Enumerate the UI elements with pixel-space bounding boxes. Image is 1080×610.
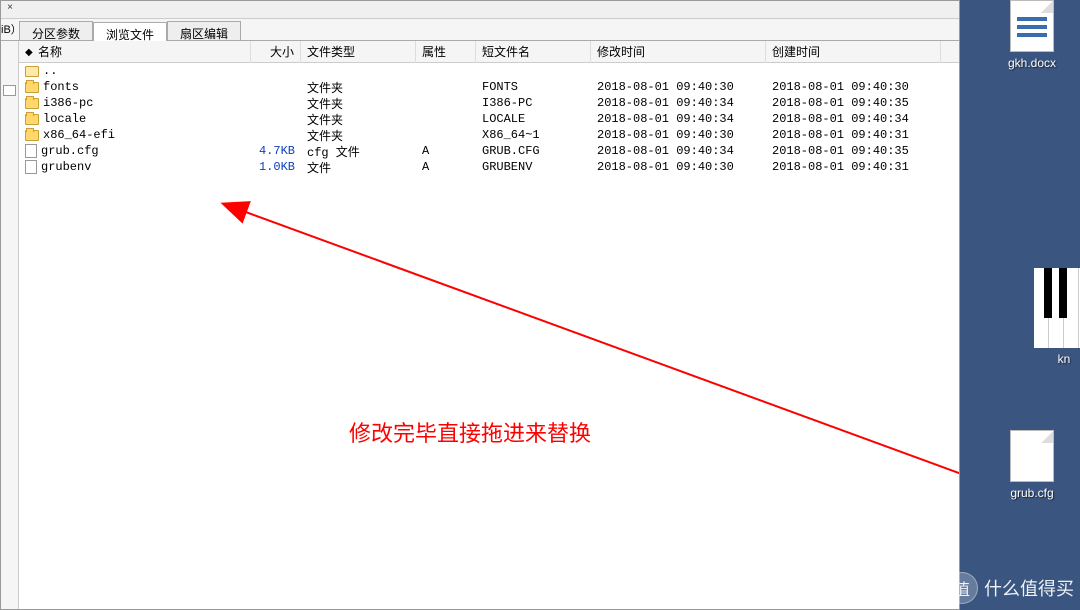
file-mtime: 2018-08-01 09:40:34	[591, 96, 766, 110]
file-attr: A	[416, 160, 476, 174]
watermark-text: 什么值得买	[984, 575, 1074, 601]
watermark: 值 什么值得买	[946, 572, 1074, 604]
file-mtime: 2018-08-01 09:40:30	[591, 80, 766, 94]
col-header-short[interactable]: 短文件名	[476, 41, 591, 63]
window-topbar: ×	[1, 1, 959, 19]
file-size: 4.7KB	[251, 144, 301, 158]
file-type: 文件夹	[301, 95, 416, 112]
file-icon	[25, 144, 37, 158]
table-row[interactable]: grubenv1.0KB文件AGRUBENV2018-08-01 09:40:3…	[19, 159, 959, 175]
folder-icon	[25, 82, 39, 93]
col-header-name-label: 名称	[38, 43, 62, 60]
file-name: i386-pc	[43, 96, 93, 110]
col-header-name[interactable]: ◆ 名称	[19, 41, 251, 63]
sidebar-label: iB）	[1, 19, 19, 37]
file-short: GRUB.CFG	[476, 144, 591, 158]
desktop-icon-grubcfg[interactable]: grub.cfg	[994, 430, 1070, 500]
cfg-file-icon	[1010, 430, 1054, 482]
file-short: I386-PC	[476, 96, 591, 110]
col-header-mtime[interactable]: 修改时间	[591, 41, 766, 63]
file-type: cfg 文件	[301, 143, 416, 160]
annotation-text: 修改完毕直接拖进来替换	[349, 416, 591, 448]
file-ctime: 2018-08-01 09:40:34	[766, 112, 941, 126]
watermark-badge-icon: 值	[946, 572, 978, 604]
tab-close-icon[interactable]: ×	[3, 2, 17, 16]
file-mtime: 2018-08-01 09:40:34	[591, 112, 766, 126]
desktop-icon-docx[interactable]: gkh.docx	[994, 0, 1070, 70]
col-header-size[interactable]: 大小	[251, 41, 301, 63]
table-row[interactable]: ..	[19, 63, 959, 79]
file-list: ◆ 名称 大小 文件类型 属性 短文件名 修改时间 创建时间 .. fonts 文件…	[19, 41, 959, 609]
tree-gutter	[1, 41, 19, 609]
file-mtime: 2018-08-01 09:40:30	[591, 160, 766, 174]
file-name: grubenv	[41, 160, 91, 174]
tab-partition-params[interactable]: 分区参数	[19, 21, 93, 40]
file-type: 文件夹	[301, 127, 416, 144]
file-ctime: 2018-08-01 09:40:35	[766, 144, 941, 158]
desktop-icon-piano[interactable]: kn	[1026, 268, 1080, 366]
file-short: FONTS	[476, 80, 591, 94]
file-name: grub.cfg	[41, 144, 99, 158]
file-attr: A	[416, 144, 476, 158]
table-row[interactable]: fonts文件夹FONTS2018-08-01 09:40:302018-08-…	[19, 79, 959, 95]
tab-browse-files[interactable]: 浏览文件	[93, 22, 167, 41]
file-ctime: 2018-08-01 09:40:31	[766, 128, 941, 142]
file-short: GRUBENV	[476, 160, 591, 174]
file-ctime: 2018-08-01 09:40:35	[766, 96, 941, 110]
col-header-type[interactable]: 文件类型	[301, 41, 416, 63]
file-short: X86_64~1	[476, 128, 591, 142]
file-rows: ..fonts文件夹FONTS2018-08-01 09:40:302018-0…	[19, 63, 959, 175]
sort-icon: ◆	[25, 47, 35, 57]
table-row[interactable]: grub.cfg4.7KBcfg 文件AGRUB.CFG2018-08-01 0…	[19, 143, 959, 159]
file-mtime: 2018-08-01 09:40:34	[591, 144, 766, 158]
piano-icon	[1034, 268, 1080, 348]
desktop-icon-label: kn	[1026, 352, 1080, 366]
file-browser-window: × iB） 分区参数 浏览文件 扇区编辑 ◆ 名称 大小 文件类型 属性 短文件…	[0, 0, 960, 610]
file-type: 文件	[301, 159, 416, 176]
tab-strip: 分区参数 浏览文件 扇区编辑	[1, 19, 959, 41]
file-size: 1.0KB	[251, 160, 301, 174]
file-ctime: 2018-08-01 09:40:31	[766, 160, 941, 174]
file-ctime: 2018-08-01 09:40:30	[766, 80, 941, 94]
tree-node-icon[interactable]	[3, 85, 16, 96]
file-icon	[25, 160, 37, 174]
desktop-icon-label: gkh.docx	[994, 56, 1070, 70]
file-type: 文件夹	[301, 111, 416, 128]
table-row[interactable]: i386-pc 文件夹 I386-PC2018-08-01 09:40:342018…	[19, 95, 959, 111]
col-header-attr[interactable]: 属性	[416, 41, 476, 63]
parent-folder-icon	[25, 66, 39, 77]
folder-icon	[25, 98, 39, 109]
tab-sector-edit[interactable]: 扇区编辑	[167, 21, 241, 40]
folder-icon	[25, 130, 39, 141]
table-row[interactable]: x86_64-efi 文件夹 X86_64~12018-08-01 09:40:30…	[19, 127, 959, 143]
table-row[interactable]: locale文件夹LOCALE2018-08-01 09:40:342018-0…	[19, 111, 959, 127]
file-name: x86_64-efi	[43, 128, 115, 142]
col-header-ctime[interactable]: 创建时间	[766, 41, 941, 63]
docx-file-icon	[1010, 0, 1054, 52]
file-name: ..	[43, 64, 57, 78]
file-type: 文件夹	[301, 79, 416, 96]
desktop-icon-label: grub.cfg	[994, 486, 1070, 500]
file-mtime: 2018-08-01 09:40:30	[591, 128, 766, 142]
file-short: LOCALE	[476, 112, 591, 126]
file-name: fonts	[43, 80, 79, 94]
file-name: locale	[43, 112, 86, 126]
column-headers: ◆ 名称 大小 文件类型 属性 短文件名 修改时间 创建时间	[19, 41, 959, 63]
folder-icon	[25, 114, 39, 125]
